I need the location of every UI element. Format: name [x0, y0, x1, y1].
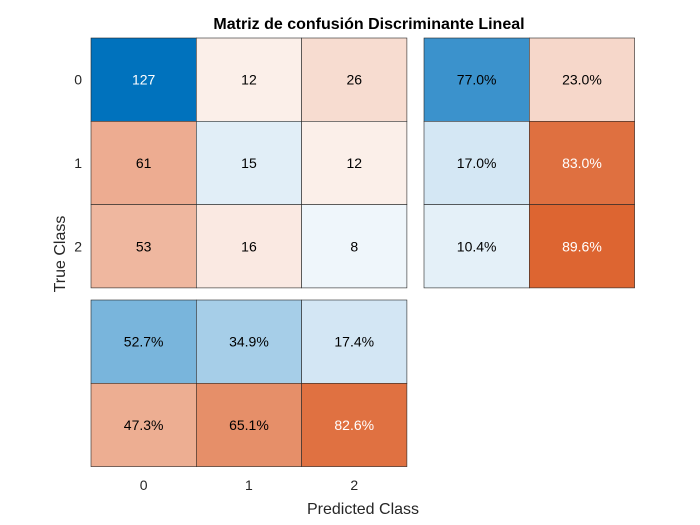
column-summary-cell-1-1-label: 65.1% [229, 417, 269, 433]
matrix-cell-1-2 [301, 121, 408, 205]
matrix-cell-2-2 [301, 204, 408, 289]
matrix-cell-0-1-label: 12 [241, 72, 257, 88]
column-summary-cell-1-1 [196, 382, 302, 467]
x-axis-label: Predicted Class [307, 501, 419, 518]
row-summary-cell-2-0 [423, 204, 530, 289]
row-summary-cell-1-1 [528, 121, 635, 205]
row-summary-cell-2-0-label: 10.4% [457, 238, 497, 254]
matrix-cell-2-0 [90, 204, 197, 289]
y-tick-label: 2 [74, 238, 82, 254]
x-tick-label: 2 [350, 477, 358, 493]
row-summary-cell-0-1 [528, 37, 635, 122]
column-summary-cell-1-0 [90, 382, 197, 467]
column-summary-cell-0-0-label: 52.7% [124, 334, 164, 350]
column-summary-cell-0-1-label: 34.9% [229, 334, 269, 350]
x-tick-label: 0 [140, 477, 148, 493]
column-summary-cell-0-1 [196, 299, 302, 384]
column-summary-cell-0-2 [301, 299, 408, 384]
x-tick-label: 1 [245, 477, 253, 493]
matrix-cell-0-1 [196, 37, 302, 122]
matrix-cell-2-2-label: 8 [350, 238, 358, 254]
matrix-cell-2-0-label: 53 [136, 238, 152, 254]
matrix-cell-1-1 [196, 121, 302, 205]
column-summary-cell-1-2 [301, 382, 408, 467]
matrix-cell-1-0-label: 61 [136, 155, 152, 171]
row-summary-grid: 77.0% 23.0% 17.0% 83.0% 10.4% 89.6% [423, 37, 635, 289]
chart-title: Matriz de confusión Discriminante Lineal [213, 16, 524, 33]
row-summary-cell-2-1 [528, 204, 635, 289]
row-summary-cell-2-1-label: 89.6% [562, 238, 602, 254]
column-summary-cell-0-0 [90, 299, 197, 384]
matrix-cell-0-2 [301, 37, 408, 122]
row-summary-cell-1-0 [423, 121, 530, 205]
matrix-cell-1-1-label: 15 [241, 155, 257, 171]
matrix-cell-1-0 [90, 121, 197, 205]
row-summary-cell-0-1-label: 23.0% [562, 72, 602, 88]
column-summary-cell-1-2-label: 82.6% [334, 417, 374, 433]
matrix-cell-0-0 [90, 37, 197, 122]
y-axis-label: True Class [52, 216, 69, 293]
matrix-cell-2-1-label: 16 [241, 238, 257, 254]
row-summary-cell-1-1-label: 83.0% [562, 155, 602, 171]
matrix-cell-0-0-label: 127 [132, 72, 156, 88]
column-summary-cell-1-0-label: 47.3% [124, 417, 164, 433]
matrix-cell-1-2-label: 12 [346, 155, 362, 171]
row-summary-cell-1-0-label: 17.0% [457, 155, 497, 171]
y-tick-label: 0 [74, 72, 82, 88]
matrix-cell-0-2-label: 26 [346, 72, 362, 88]
y-tick-label: 1 [74, 155, 82, 171]
column-summary-cell-0-2-label: 17.4% [334, 334, 374, 350]
row-summary-cell-0-0-label: 77.0% [457, 72, 497, 88]
row-summary-cell-0-0 [423, 37, 530, 122]
matrix-cell-2-1 [196, 204, 302, 289]
confusion-matrix-grid: 127 12 26 61 15 12 53 16 8 [90, 37, 408, 289]
column-summary-grid: 52.7% 34.9% 17.4% 47.3% 65.1% 82.6% [90, 299, 408, 467]
